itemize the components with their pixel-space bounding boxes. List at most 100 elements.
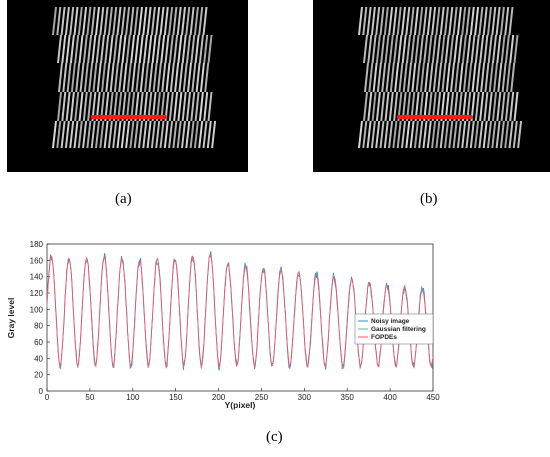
stripe: [185, 121, 190, 148]
stripe: [207, 121, 212, 148]
stripe: [414, 121, 419, 148]
stripe: [397, 121, 402, 148]
stripe: [57, 92, 62, 121]
stripe: [463, 63, 468, 92]
stripe: [384, 7, 389, 35]
stripe: [87, 35, 92, 63]
stripe: [505, 35, 510, 63]
stripe: [199, 92, 204, 121]
stripe: [70, 92, 75, 121]
stripe: [165, 35, 170, 63]
legend-label-noisy: Noisy image: [371, 318, 410, 325]
stripe-image-b: [313, 0, 550, 172]
legend: Noisy image Gaussian filtering FOPDEs: [355, 314, 433, 344]
stripe: [83, 35, 88, 63]
stripe: [488, 35, 493, 63]
stripe: [105, 63, 110, 92]
stripe: [86, 7, 91, 35]
stripe: [83, 92, 88, 121]
stripe: [368, 63, 373, 92]
stripe: [496, 92, 501, 121]
stripe: [52, 7, 57, 35]
stripe: [394, 63, 399, 92]
stripe: [142, 121, 147, 148]
stripe: [479, 35, 484, 63]
stripe: [358, 7, 363, 35]
stripe: [362, 7, 367, 35]
stripe: [403, 63, 408, 92]
stripe: [416, 63, 421, 92]
x-axis-title: Y(pixel): [225, 400, 256, 410]
stripe: [514, 35, 519, 63]
stripe: [487, 7, 492, 35]
stripe: [164, 7, 169, 35]
stripe: [386, 63, 391, 92]
stripe: [483, 35, 488, 63]
stripe: [142, 7, 147, 35]
stripe: [435, 121, 440, 148]
stripe: [509, 121, 514, 148]
stripe: [424, 63, 429, 92]
stripe: [406, 35, 411, 63]
stripe: [376, 92, 381, 121]
stripe: [373, 63, 378, 92]
stripe: [377, 63, 382, 92]
stripe: [450, 63, 455, 92]
stripe: [435, 7, 440, 35]
stripe: [500, 7, 505, 35]
stripe: [61, 92, 66, 121]
stripe: [123, 63, 128, 92]
stripe-image-a: [7, 0, 248, 172]
stripe: [112, 7, 117, 35]
stripe: [427, 7, 432, 35]
stripe: [475, 35, 480, 63]
stripe: [67, 63, 72, 92]
stripe: [80, 63, 85, 92]
stripe: [199, 35, 204, 63]
stripe: [172, 7, 177, 35]
stripe: [117, 121, 122, 148]
stripe: [453, 7, 458, 35]
stripe: [177, 7, 182, 35]
stripe: [129, 121, 134, 148]
stripe: [151, 121, 156, 148]
legend-label-fopdes: FOPDEs: [371, 334, 397, 341]
stripe: [66, 92, 71, 121]
stripe: [392, 7, 397, 35]
stripe: [504, 7, 509, 35]
stripe: [397, 7, 402, 35]
stripe: [74, 7, 79, 35]
stripe: [487, 121, 492, 148]
stripe: [410, 35, 415, 63]
stripe: [58, 63, 63, 92]
stripe: [517, 121, 522, 148]
stripe: [480, 63, 485, 92]
stripe-pattern-a: [7, 0, 248, 172]
stripe: [56, 7, 61, 35]
stripe: [478, 121, 483, 148]
stripe: [466, 121, 471, 148]
stripe: [74, 35, 79, 63]
stripe: [195, 35, 200, 63]
x-tick-label: 350: [341, 393, 355, 402]
stripe: [393, 35, 398, 63]
stripe: [367, 92, 372, 121]
stripe: [392, 121, 397, 148]
stripe: [56, 121, 61, 148]
stripe: [203, 92, 208, 121]
stripe: [474, 7, 479, 35]
stripe: [187, 63, 192, 92]
stripe: [418, 7, 423, 35]
stripe: [74, 92, 79, 121]
stripe: [169, 35, 174, 63]
stripe: [414, 7, 419, 35]
stripe: [173, 92, 178, 121]
stripe: [147, 121, 152, 148]
stripe: [69, 7, 74, 35]
stripe: [418, 121, 423, 148]
stripe: [160, 35, 165, 63]
stripe: [200, 63, 205, 92]
stripe: [140, 63, 145, 92]
stripe: [358, 121, 363, 148]
stripe: [169, 92, 174, 121]
